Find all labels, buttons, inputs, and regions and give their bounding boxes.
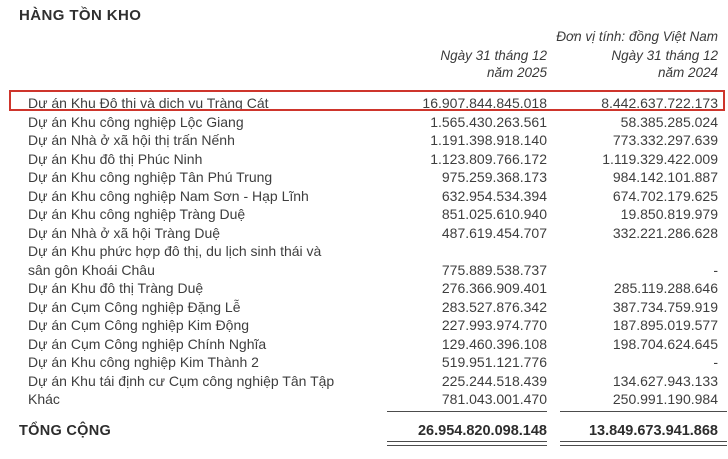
total-double-rule — [0, 440, 728, 446]
value-2024: 187.895.019.577 — [612, 317, 718, 333]
column-header-2024: Ngày 31 tháng 12 năm 2024 — [547, 48, 718, 81]
table-row: Dự án Khu phức hợp đô thị, du lịch sinh … — [0, 242, 728, 279]
table-row: Dự án Khu công nghiệp Lộc Giang 1.565.43… — [0, 113, 728, 132]
project-label: Dự án Nhà ở xã hội Tràng Duệ — [28, 224, 221, 241]
value-2024: 773.332.297.639 — [612, 132, 718, 148]
project-label: Dự án Khu phức hợp đô thị, du lịch sinh … — [28, 243, 322, 278]
project-label: Dự án Cụm Công nghiệp Kim Động — [28, 317, 250, 333]
project-label: Dự án Khu công nghiệp Tràng Duệ — [28, 206, 246, 222]
project-label: Dự án Khu công nghiệp Tân Phú Trung — [28, 169, 273, 185]
total-value-2024: 13.849.673.941.868 — [588, 422, 718, 439]
project-label: Dự án Khu đô thị Tràng Duệ — [28, 280, 204, 296]
value-2024: 198.704.624.645 — [612, 335, 718, 352]
value-2025: 227.993.974.770 — [441, 317, 547, 333]
table-row: Dự án Khu đô thị Tràng Duệ 276.366.909.4… — [0, 279, 728, 298]
value-2025: 16.907.844.845.018 — [422, 95, 547, 111]
value-2024: 1.119.329.422.009 — [602, 150, 718, 167]
value-2024: - — [713, 261, 718, 278]
table-body: Dự án Khu Đô thị và dịch vụ Tràng Cát 16… — [0, 94, 728, 409]
project-label: Dự án Cụm Công nghiệp Chính Nghĩa — [28, 335, 267, 352]
table-row: Dự án Cụm Công nghiệp Kim Động 227.993.9… — [0, 316, 728, 335]
value-2025: 1.565.430.263.561 — [430, 113, 547, 130]
total-row: TỔNG CỘNG 26.954.820.098.148 13.849.673.… — [0, 422, 728, 439]
project-label: Dự án Khu công nghiệp Kim Thành 2 — [28, 354, 259, 370]
table-row: Dự án Nhà ở xã hội thị trấn Nếnh 1.191.3… — [0, 131, 728, 150]
table-row: Dự án Khu công nghiệp Tân Phú Trung 975.… — [0, 168, 728, 187]
table-row: Dự án Cụm Công nghiệp Đặng Lễ 283.527.87… — [0, 298, 728, 317]
double-rule-2025 — [387, 440, 547, 446]
value-2025: 781.043.001.470 — [441, 391, 547, 407]
value-2025: 775.889.538.737 — [441, 261, 547, 278]
project-label: Dự án Cụm Công nghiệp Đặng Lễ — [28, 298, 241, 315]
column-header-2025-line1: Ngày 31 tháng 12 — [440, 48, 547, 63]
project-label: Dự án Khu đô thị Phúc Ninh — [28, 150, 203, 167]
value-2024: 134.627.943.133 — [612, 372, 718, 389]
table-row: Dự án Khu Đô thị và dịch vụ Tràng Cát 16… — [0, 94, 728, 113]
table-row: Dự án Khu đô thị Phúc Ninh 1.123.809.766… — [0, 150, 728, 169]
page-title: HÀNG TỒN KHO — [19, 7, 142, 24]
value-2024: 250.991.190.984 — [612, 391, 718, 407]
value-2024: 674.702.179.625 — [612, 187, 718, 204]
value-2024: 332.221.286.628 — [612, 224, 718, 241]
value-2025: 1.123.809.766.172 — [430, 150, 547, 167]
rule-line-2025 — [387, 410, 547, 412]
project-label: Dự án Nhà ở xã hội thị trấn Nếnh — [28, 132, 235, 148]
value-2025: 1.191.398.918.140 — [430, 132, 547, 148]
value-2025: 283.527.876.342 — [441, 298, 547, 315]
project-label: Dự án Khu tái định cư Cụm công nghiệp Tâ… — [28, 372, 335, 389]
value-2024: - — [713, 354, 718, 370]
value-2025: 975.259.368.173 — [441, 169, 547, 185]
column-header-2025: Ngày 31 tháng 12 năm 2025 — [375, 48, 547, 81]
rule-line-2024 — [560, 410, 727, 412]
table-header: Ngày 31 tháng 12 năm 2025 Ngày 31 tháng … — [0, 48, 728, 81]
value-2024: 984.142.101.887 — [612, 169, 718, 185]
value-2024: 285.119.288.646 — [613, 280, 718, 296]
subtotal-rule — [0, 410, 728, 412]
header-spacer — [0, 48, 375, 81]
total-label: TỔNG CỘNG — [19, 422, 112, 439]
project-label: Dự án Khu công nghiệp Lộc Giang — [28, 113, 244, 130]
table-row: Dự án Khu công nghiệp Tràng Duệ 851.025.… — [0, 205, 728, 224]
unit-note: Đơn vị tính: đồng Việt Nam — [556, 29, 718, 44]
value-2025: 632.954.534.394 — [441, 187, 547, 204]
value-2024: 387.734.759.919 — [612, 298, 718, 315]
column-header-2024-line1: Ngày 31 tháng 12 — [611, 48, 718, 63]
value-2024: 58.385.285.024 — [620, 113, 718, 130]
value-2024: 8.442.637.722.173 — [601, 95, 718, 111]
project-label: Khác — [28, 391, 60, 407]
table-row: Dự án Khu công nghiệp Kim Thành 2 519.95… — [0, 353, 728, 372]
project-label: Dự án Khu Đô thị và dịch vụ Tràng Cát — [28, 95, 269, 111]
column-header-2024-line2: năm 2024 — [657, 64, 718, 80]
table-row: Dự án Cụm Công nghiệp Chính Nghĩa 129.46… — [0, 335, 728, 354]
table-row: Dự án Nhà ở xã hội Tràng Duệ 487.619.454… — [0, 224, 728, 243]
column-header-2025-line2: năm 2025 — [486, 64, 547, 80]
value-2025: 487.619.454.707 — [441, 224, 547, 241]
value-2025: 519.951.121.776 — [441, 354, 547, 370]
table-row: Khác 781.043.001.470 250.991.190.984 — [0, 390, 728, 409]
value-2025: 276.366.909.401 — [441, 280, 547, 296]
total-value-2025: 26.954.820.098.148 — [417, 422, 547, 439]
project-label: Dự án Khu công nghiệp Nam Sơn - Hạp Lĩnh — [28, 187, 309, 204]
value-2025: 851.025.610.940 — [441, 206, 547, 222]
table-row: Dự án Khu công nghiệp Nam Sơn - Hạp Lĩnh… — [0, 187, 728, 206]
table-row: Dự án Khu tái định cư Cụm công nghiệp Tâ… — [0, 372, 728, 391]
double-rule-2024 — [560, 440, 727, 446]
value-2025: 129.460.396.108 — [441, 335, 547, 352]
value-2025: 225.244.518.439 — [441, 372, 547, 389]
value-2024: 19.850.819.979 — [620, 206, 718, 222]
